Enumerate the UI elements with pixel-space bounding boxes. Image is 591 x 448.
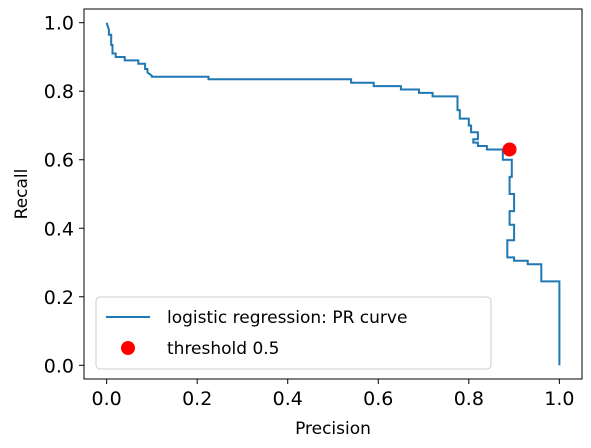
y-tick-label: 0.6 xyxy=(44,150,74,172)
y-tick-label: 0.4 xyxy=(44,218,74,240)
y-tick-label: 0.2 xyxy=(44,287,74,309)
y-axis-ticks: 0.0 0.2 0.4 0.6 0.8 1.0 xyxy=(44,13,84,377)
y-tick-label: 0.0 xyxy=(44,355,74,377)
y-axis-label: Recall xyxy=(12,169,32,220)
threshold-point xyxy=(502,142,517,157)
legend-label-pr-curve: logistic regression: PR curve xyxy=(167,308,407,328)
x-tick-label: 1.0 xyxy=(544,388,574,410)
legend: logistic regression: PR curve threshold … xyxy=(95,296,492,370)
series-layer xyxy=(105,22,561,366)
x-tick-label: 0.2 xyxy=(182,388,212,410)
legend-marker-swatch xyxy=(121,341,135,355)
x-tick-label: 0.4 xyxy=(273,388,303,410)
pr-curve-line xyxy=(105,22,561,366)
x-tick-label: 0.0 xyxy=(92,388,122,410)
y-tick-label: 1.0 xyxy=(44,13,74,35)
plot-border xyxy=(83,8,583,380)
x-axis-label: Precision xyxy=(295,419,371,439)
x-axis-ticks: 0.0 0.2 0.4 0.6 0.8 1.0 xyxy=(92,379,574,410)
legend-box xyxy=(95,296,492,370)
plot-area xyxy=(83,8,583,380)
y-tick-label: 0.8 xyxy=(44,81,74,103)
x-tick-label: 0.6 xyxy=(363,388,393,410)
legend-label-threshold: threshold 0.5 xyxy=(167,339,280,359)
x-tick-label: 0.8 xyxy=(454,388,484,410)
